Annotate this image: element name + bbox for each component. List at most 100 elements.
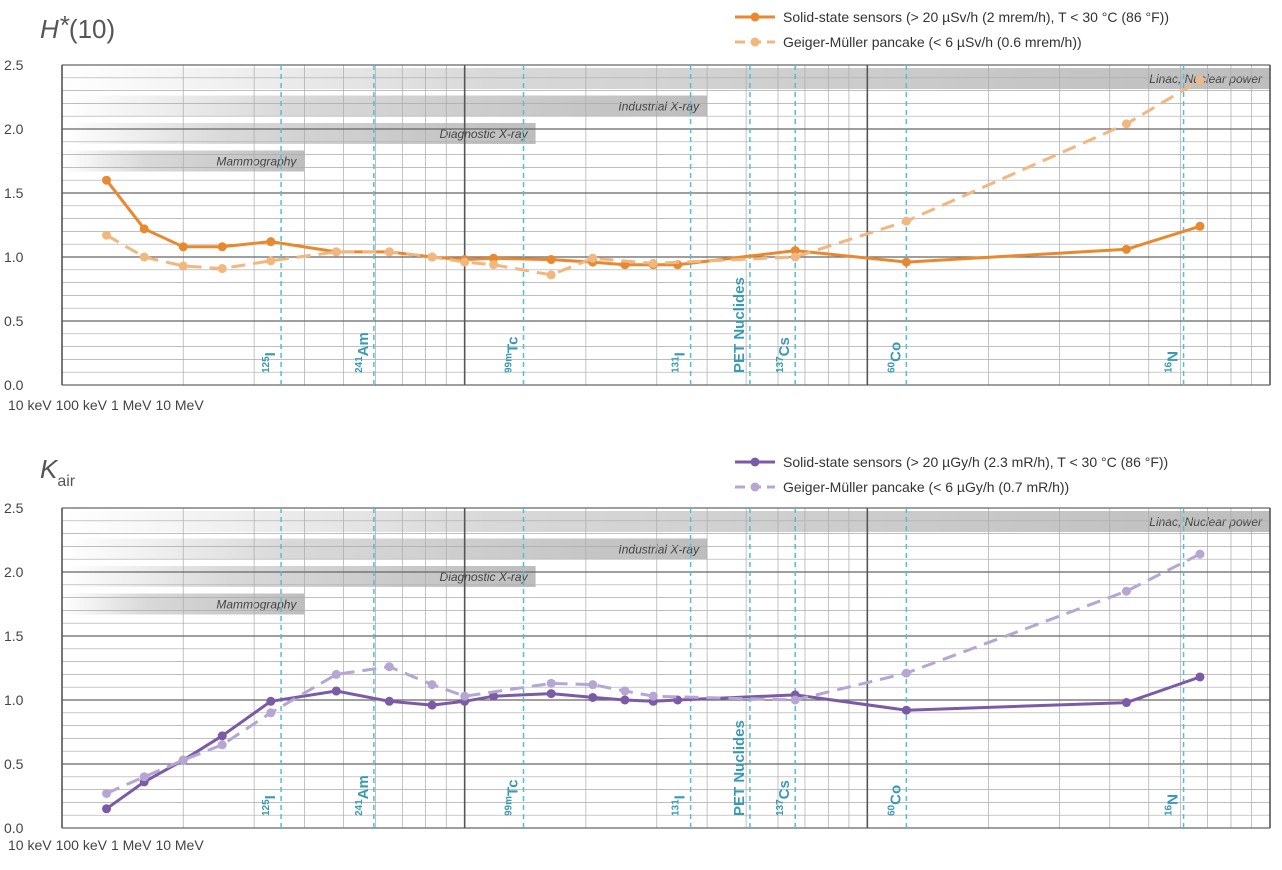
data-point bbox=[384, 662, 394, 672]
title-sup: * bbox=[59, 10, 70, 40]
nuclide-mass: 137 bbox=[775, 356, 786, 373]
y-tick-label: 0.5 bbox=[4, 313, 24, 329]
y-tick-label: 2.0 bbox=[4, 121, 24, 137]
title-sub: air bbox=[57, 473, 75, 490]
data-point bbox=[427, 700, 437, 710]
y-tick-label: 1.5 bbox=[4, 185, 24, 201]
data-point bbox=[266, 696, 276, 706]
title-symbol: K bbox=[40, 454, 59, 484]
data-point bbox=[546, 689, 556, 699]
nuclide-mass: 131 bbox=[671, 799, 682, 816]
data-point bbox=[648, 258, 658, 268]
nuclide-symbol: N bbox=[1165, 794, 1182, 805]
plot-area bbox=[61, 64, 1271, 386]
data-point bbox=[1121, 119, 1131, 129]
nuclide-label: 131I bbox=[671, 352, 689, 373]
x-tick-label: 100 keV bbox=[56, 397, 108, 413]
nuclide-symbol: Am bbox=[355, 775, 372, 799]
energy-band-label: Industrial X-ray bbox=[618, 100, 700, 114]
nuclide-symbol: PET Nuclides bbox=[731, 720, 748, 816]
energy-band bbox=[62, 538, 708, 560]
y-tick-label: 2.0 bbox=[4, 564, 24, 580]
legend-label: Geiger-Müller pancake (< 6 µGy/h (0.7 mR… bbox=[783, 479, 1069, 495]
nuclide-mass: 125 bbox=[261, 356, 272, 373]
energy-band-label: Mammography bbox=[216, 155, 297, 169]
series-line bbox=[105, 552, 1201, 795]
data-point bbox=[178, 755, 188, 765]
data-point bbox=[102, 230, 112, 240]
data-point bbox=[588, 692, 598, 702]
energy-band bbox=[62, 566, 536, 587]
y-tick-label: 0.0 bbox=[4, 377, 24, 393]
nuclide-symbol: I bbox=[672, 795, 689, 799]
y-tick-label: 0.5 bbox=[4, 756, 24, 772]
nuclide-mass: 131 bbox=[671, 356, 682, 373]
nuclide-label: 137Cs bbox=[775, 337, 793, 373]
nuclide-mass: 99m bbox=[504, 796, 515, 816]
energy-band-label: Diagnostic X-ray bbox=[440, 570, 529, 584]
x-tick-label: 1 MeV bbox=[111, 837, 152, 853]
data-point bbox=[178, 261, 188, 271]
nuclide-symbol: I bbox=[262, 795, 279, 799]
plot-area bbox=[61, 507, 1271, 829]
nuclide-mass: 241 bbox=[354, 799, 365, 816]
data-point bbox=[139, 252, 149, 262]
data-point bbox=[588, 680, 598, 690]
nuclide-symbol: Cs bbox=[776, 780, 793, 799]
energy-band bbox=[62, 95, 708, 117]
chart-panel: Linac, Nuclear power Industrial X-ray Diag… bbox=[4, 9, 1271, 413]
y-tick-label: 2.5 bbox=[4, 500, 24, 516]
data-point bbox=[901, 705, 911, 715]
energy-band bbox=[62, 511, 1270, 532]
nuclide-mass: 60 bbox=[886, 804, 897, 816]
nuclide-symbol: Tc bbox=[505, 780, 522, 796]
data-point bbox=[790, 252, 800, 262]
nuclide-label: 16N bbox=[1164, 351, 1182, 373]
data-point bbox=[331, 669, 341, 679]
nuclide-label: 137Cs bbox=[775, 780, 793, 816]
data-point bbox=[102, 175, 112, 185]
nuclide-label: 99mTc bbox=[504, 337, 522, 373]
nuclide-mass: 125 bbox=[261, 799, 272, 816]
x-tick-label: 1 MeV bbox=[111, 397, 152, 413]
chart-title: H*(10) bbox=[40, 10, 115, 44]
y-tick-label: 1.0 bbox=[4, 692, 24, 708]
legend-marker bbox=[750, 482, 760, 492]
nuclide-label: 16N bbox=[1164, 794, 1182, 816]
data-point bbox=[620, 695, 630, 705]
title-symbol: H bbox=[40, 14, 59, 44]
data-point bbox=[384, 696, 394, 706]
data-point bbox=[588, 253, 598, 263]
data-point bbox=[648, 691, 658, 701]
data-point bbox=[427, 252, 437, 262]
nuclide-label: 241Am bbox=[354, 775, 372, 816]
data-point bbox=[620, 686, 630, 696]
data-point bbox=[1121, 698, 1131, 708]
nuclide-label: PET Nuclides bbox=[731, 277, 748, 373]
data-point bbox=[217, 740, 227, 750]
data-point bbox=[331, 686, 341, 696]
chart-panel: Linac, Nuclear power Industrial X-ray Diag… bbox=[4, 454, 1271, 853]
data-point bbox=[102, 804, 112, 814]
energy-band-label: Industrial X-ray bbox=[618, 543, 700, 557]
nuclide-label: 125I bbox=[261, 795, 279, 816]
data-point bbox=[384, 247, 394, 257]
nuclide-label: 99mTc bbox=[504, 780, 522, 816]
data-point bbox=[102, 788, 112, 798]
y-tick-label: 0.0 bbox=[4, 820, 24, 836]
data-point bbox=[139, 224, 149, 234]
legend-marker bbox=[750, 457, 760, 467]
y-tick-label: 1.5 bbox=[4, 628, 24, 644]
data-point bbox=[266, 237, 276, 247]
data-point bbox=[546, 678, 556, 688]
data-point bbox=[1195, 75, 1205, 85]
nuclide-symbol: Am bbox=[355, 332, 372, 356]
nuclide-mass: 137 bbox=[775, 799, 786, 816]
legend-marker bbox=[750, 37, 760, 47]
nuclide-symbol: Co bbox=[887, 342, 904, 362]
data-point bbox=[266, 256, 276, 266]
nuclide-mass: 60 bbox=[886, 361, 897, 373]
nuclide-symbol: Cs bbox=[776, 337, 793, 356]
data-point bbox=[460, 691, 470, 701]
legend-label: Geiger-Müller pancake (< 6 µSv/h (0.6 mr… bbox=[783, 34, 1082, 50]
